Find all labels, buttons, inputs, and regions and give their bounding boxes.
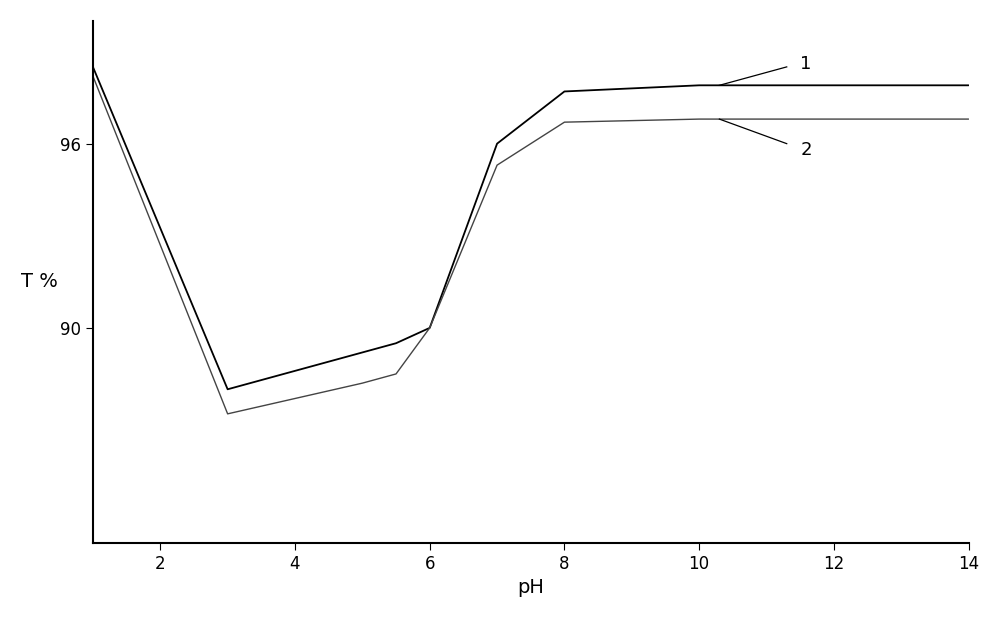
Text: 1: 1	[800, 55, 812, 73]
X-axis label: pH: pH	[517, 578, 544, 597]
Y-axis label: T %: T %	[21, 273, 58, 291]
Text: 2: 2	[800, 141, 812, 159]
